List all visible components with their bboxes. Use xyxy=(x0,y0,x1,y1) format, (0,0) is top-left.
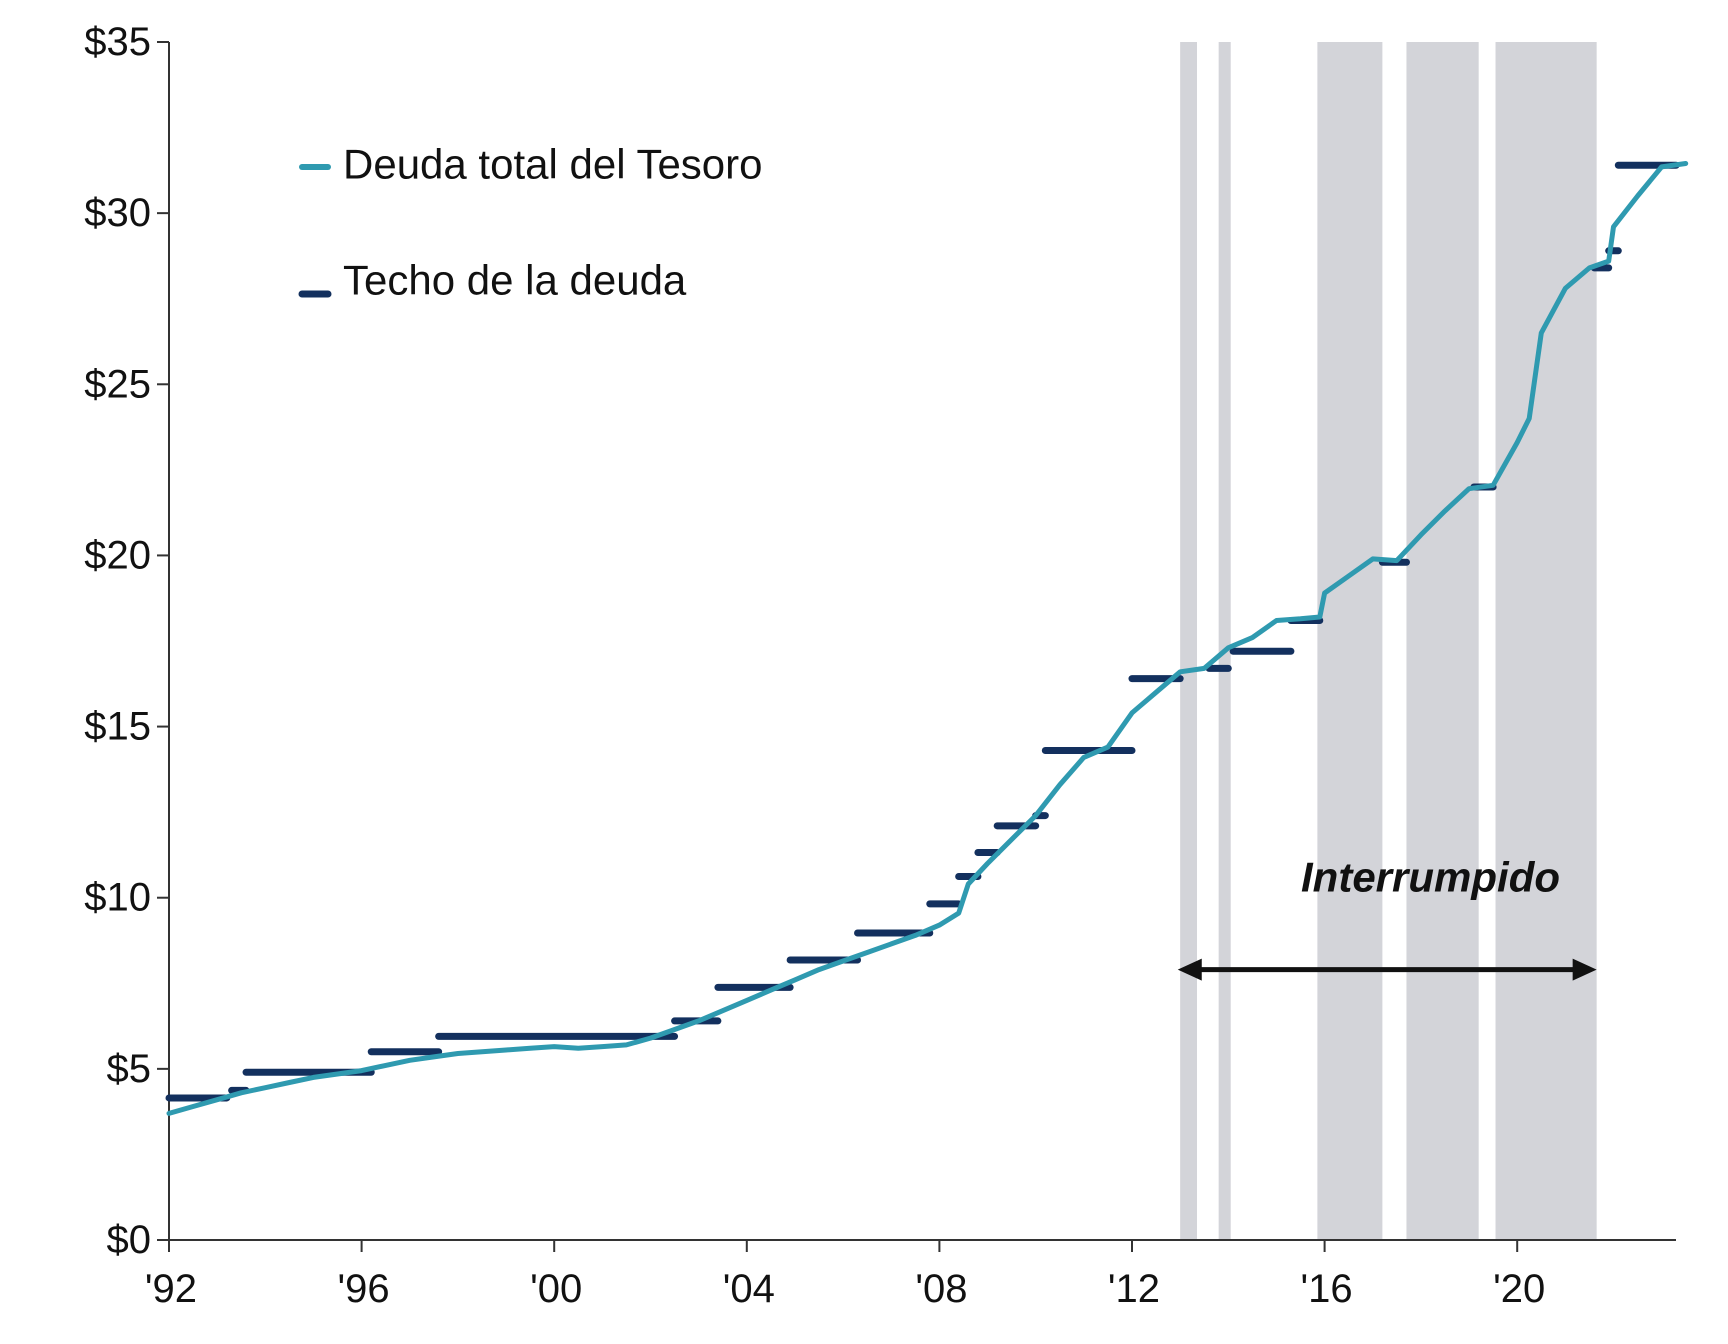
x-tick-label: '04 xyxy=(723,1267,775,1311)
y-tick-label: $25 xyxy=(84,362,151,406)
x-tick-label: '00 xyxy=(530,1267,582,1311)
x-axis-ticks: '92 '96 '00 '04 '08 '12 '16 '20 xyxy=(145,1240,1545,1311)
x-tick-label: '16 xyxy=(1301,1267,1353,1311)
annotation-label: Interrumpido xyxy=(1301,854,1560,901)
axes xyxy=(168,42,1676,1241)
legend-label-debt: Deuda total del Tesoro xyxy=(343,141,763,188)
shaded-region xyxy=(1317,42,1383,1240)
shaded-region xyxy=(1406,42,1479,1240)
y-tick-label: $20 xyxy=(84,533,151,577)
y-axis-ticks: $0 $5 $10 $15 $20 $25 $30 $35 xyxy=(84,20,169,1262)
legend-label-ceiling: Techo de la deuda xyxy=(343,257,687,304)
annotation-arrowhead-right xyxy=(1572,958,1597,981)
y-tick-label: $0 xyxy=(107,1218,152,1262)
treasury-debt-series xyxy=(166,161,1689,1116)
shaded-region xyxy=(1495,42,1597,1240)
shaded-regions xyxy=(1180,42,1597,1240)
annotation-arrowhead-left xyxy=(1177,958,1202,981)
y-tick-label: $35 xyxy=(84,20,151,64)
y-tick-label: $30 xyxy=(84,191,151,235)
x-tick-label: '96 xyxy=(338,1267,390,1311)
legend: Deuda total del Tesoro Techo de la deuda xyxy=(298,141,763,304)
x-tick-label: '20 xyxy=(1493,1267,1545,1311)
x-tick-label: '92 xyxy=(145,1267,197,1311)
treasury-debt-line xyxy=(166,161,1689,1116)
annotation: Interrumpido xyxy=(1177,854,1597,981)
x-tick-label: '08 xyxy=(915,1267,967,1311)
y-tick-label: $5 xyxy=(107,1047,152,1091)
shaded-region xyxy=(1218,42,1231,1240)
x-tick-label: '12 xyxy=(1108,1267,1160,1311)
shaded-region xyxy=(1180,42,1198,1240)
y-tick-label: $10 xyxy=(84,876,151,920)
y-tick-label: $15 xyxy=(84,705,151,749)
